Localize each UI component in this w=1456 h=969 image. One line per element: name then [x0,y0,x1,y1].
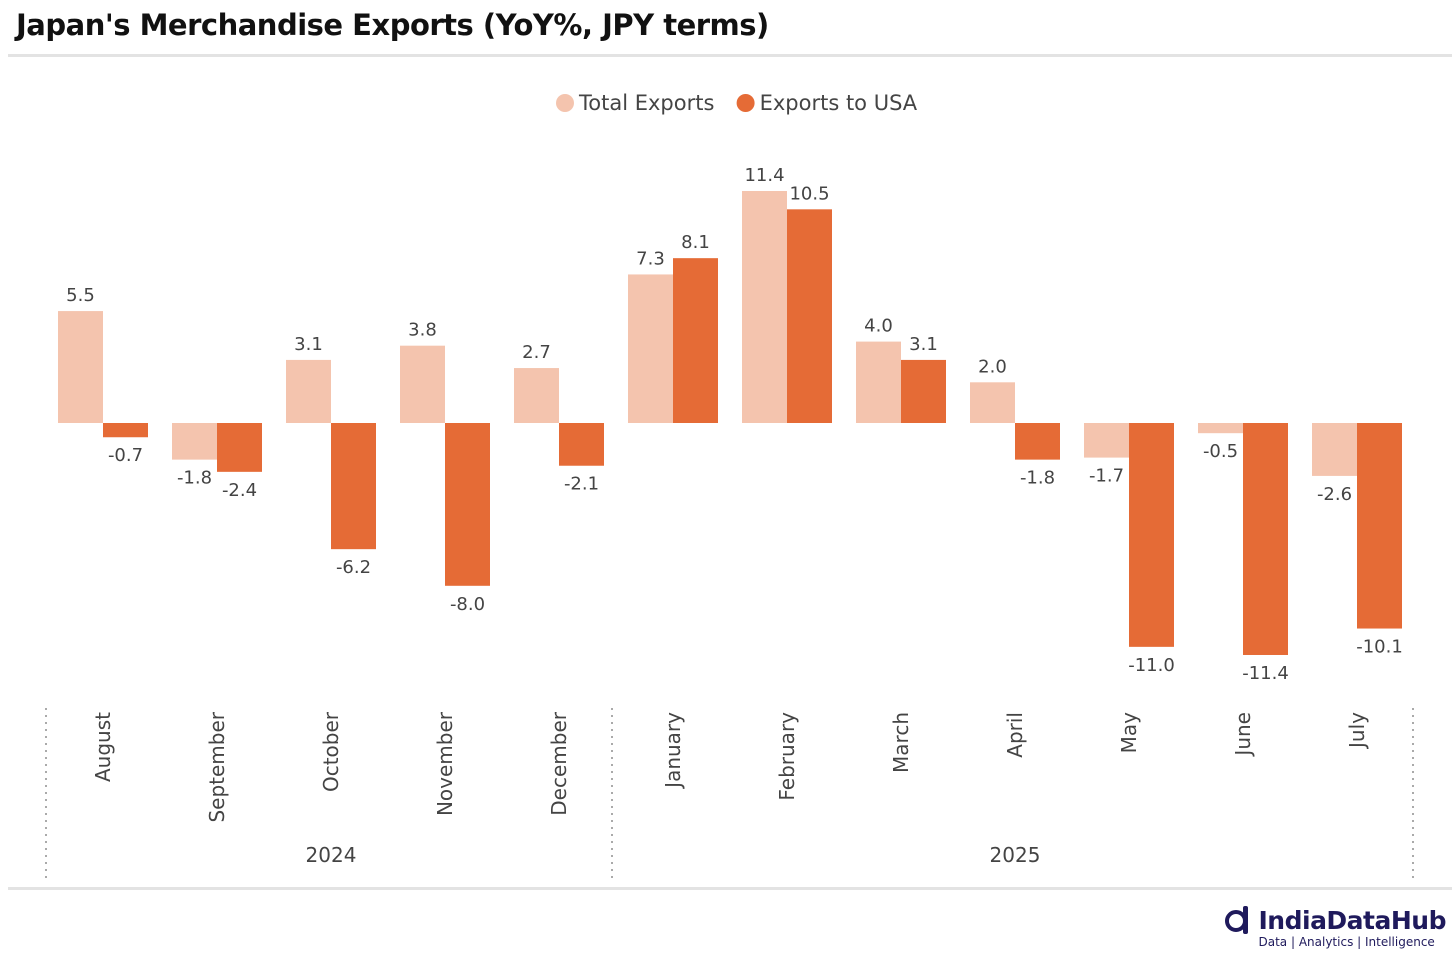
month-tick-label: August [91,712,115,782]
bar-total-exports [1198,423,1243,434]
year-label: 2025 [990,843,1041,867]
legend-label-0: Total Exports [578,91,714,115]
bar-total-exports [400,345,445,423]
data-label: 4.0 [864,316,893,337]
data-label: 10.5 [789,183,829,204]
data-label: 8.1 [681,232,710,253]
month-tick-label: June [1231,712,1255,758]
bar-exports-to-usa [217,423,262,472]
year-label: 2024 [306,843,357,867]
bar-total-exports [742,191,787,423]
brand-tagline: Data | Analytics | Intelligence [1258,935,1435,949]
bar-total-exports [1084,423,1129,458]
data-label: -11.0 [1128,655,1175,676]
bar-exports-to-usa [901,359,946,423]
bar-total-exports [628,274,673,423]
month-tick-label: December [547,711,571,815]
data-label: 3.8 [408,320,437,341]
data-label: -0.7 [108,445,143,466]
data-label: 2.0 [978,356,1007,377]
data-label: 3.1 [294,334,323,355]
data-label: -6.2 [336,557,371,578]
bar-exports-to-usa [445,423,490,586]
bar-total-exports [1312,423,1357,476]
legend-marker-1 [736,94,755,112]
bar-exports-to-usa [559,423,604,466]
bar-exports-to-usa [1357,423,1402,629]
data-label: -8.0 [450,594,485,615]
chart-title: Japan's Merchandise Exports (YoY%, JPY t… [16,8,769,42]
data-label: 7.3 [636,248,665,269]
month-tick-label: September [205,711,229,822]
month-tick-label: April [1003,712,1027,758]
bar-total-exports [514,368,559,423]
bar-exports-to-usa [787,209,832,423]
data-label: -2.4 [222,480,257,501]
bar-total-exports [58,311,103,423]
data-label: 3.1 [909,334,938,355]
data-label: -1.7 [1089,466,1124,487]
data-label: -2.6 [1317,484,1352,505]
legend-label-1: Exports to USA [760,91,918,115]
data-label: -1.8 [177,468,212,489]
bar-total-exports [286,359,331,423]
bar-total-exports [172,423,217,460]
month-tick-label: January [661,712,685,790]
month-tick-label: February [775,712,799,801]
data-label: -11.4 [1242,663,1289,684]
month-tick-label: March [889,712,913,773]
legend-marker-0 [556,94,574,112]
month-tick-label: October [319,711,343,792]
bar-total-exports [970,382,1015,423]
bar-exports-to-usa [1243,423,1288,655]
month-tick-label: May [1117,712,1141,754]
data-label: 11.4 [744,165,784,186]
data-label: 5.5 [66,285,95,306]
logo-icon-stem [1242,906,1248,934]
data-label: -0.5 [1203,441,1238,462]
data-label: -2.1 [564,474,599,495]
bar-exports-to-usa [1015,423,1060,460]
month-tick-label: November [433,711,457,816]
title-divider [8,54,1452,57]
footer-divider [8,887,1452,890]
brand-logo: IndiaDataHub Data | Analytics | Intellig… [1224,906,1447,949]
bar-exports-to-usa [331,423,376,550]
data-label: -10.1 [1356,637,1403,658]
bar-exports-to-usa [673,258,718,423]
bar-total-exports [856,341,901,423]
data-label: 2.7 [522,342,551,363]
brand-name: IndiaDataHub [1258,906,1447,935]
data-label: -1.8 [1020,468,1055,489]
bar-exports-to-usa [103,423,148,438]
bar-exports-to-usa [1129,423,1174,647]
month-tick-label: July [1345,712,1369,750]
